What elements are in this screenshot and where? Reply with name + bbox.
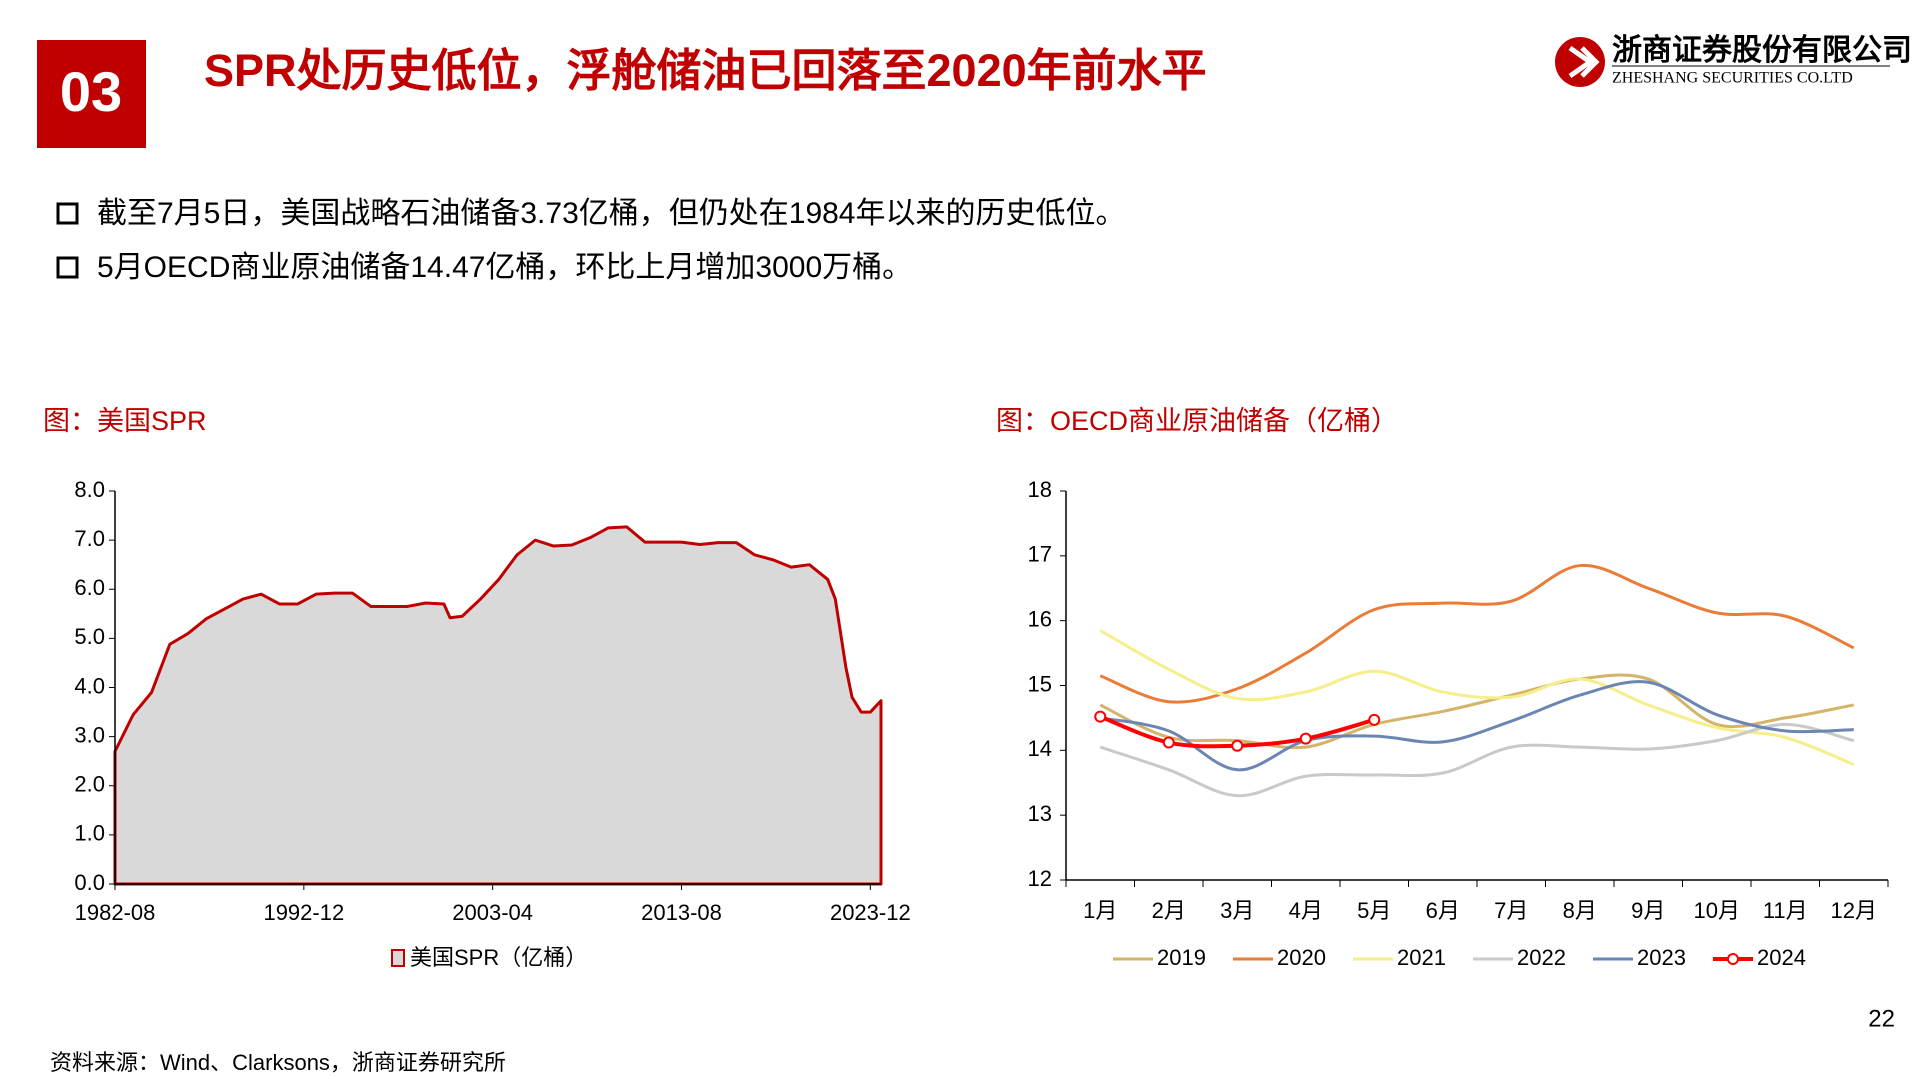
y-tick-label: 18 bbox=[1028, 477, 1052, 502]
source-note: 资料来源：Wind、Clarksons，浙商证券研究所 bbox=[50, 1050, 506, 1075]
legend-label: 2024 bbox=[1757, 945, 1806, 970]
logo-mark bbox=[1568, 45, 1600, 79]
y-tick-label: 5.0 bbox=[74, 624, 105, 649]
x-tick-label: 2013-08 bbox=[641, 900, 722, 925]
series-marker bbox=[1162, 736, 1175, 749]
y-tick-label: 17 bbox=[1028, 542, 1052, 567]
section-number: 03 bbox=[60, 60, 122, 123]
x-tick-label: 10月 bbox=[1694, 898, 1740, 923]
y-tick-label: 12 bbox=[1028, 866, 1052, 891]
logo-icon bbox=[1555, 37, 1605, 87]
series-marker bbox=[1094, 710, 1107, 723]
y-tick-label: 1.0 bbox=[74, 821, 105, 846]
y-tick-label: 13 bbox=[1028, 801, 1052, 826]
legend-swatch bbox=[391, 949, 405, 967]
spr-area bbox=[113, 525, 883, 886]
series-marker bbox=[1299, 732, 1312, 745]
slide-title: SPR处历史低位，浮舱储油已回落至2020年前水平 bbox=[204, 45, 1207, 96]
y-tick-label: 3.0 bbox=[74, 722, 105, 747]
y-tick-label: 8.0 bbox=[74, 477, 105, 502]
chart-title: 图：OECD商业原油储备（亿桶） bbox=[996, 406, 1398, 436]
company-name-en: ZHESHANG SECURITIES CO.LTD bbox=[1612, 70, 1853, 87]
y-tick-label: 4.0 bbox=[74, 673, 105, 698]
x-tick-label: 12月 bbox=[1831, 898, 1877, 923]
company-name: 浙商证券股份有限公司 bbox=[1612, 34, 1912, 67]
y-tick-label: 15 bbox=[1028, 671, 1052, 696]
y-tick-label: 7.0 bbox=[74, 526, 105, 551]
y-tick-label: 14 bbox=[1028, 736, 1052, 761]
x-tick-label: 9月 bbox=[1631, 898, 1665, 923]
legend-label: 美国SPR（亿桶） bbox=[410, 945, 587, 970]
x-tick-label: 2023-12 bbox=[830, 900, 911, 925]
y-tick-label: 0.0 bbox=[74, 870, 105, 895]
section-badge bbox=[37, 40, 146, 148]
x-tick-label: 1月 bbox=[1083, 898, 1117, 923]
x-tick-label: 2003-04 bbox=[452, 900, 533, 925]
x-tick-label: 3月 bbox=[1220, 898, 1254, 923]
series-line bbox=[1099, 680, 1854, 772]
legend-label: 2023 bbox=[1637, 945, 1686, 970]
legend-label: 2022 bbox=[1517, 945, 1566, 970]
x-tick-label: 7月 bbox=[1494, 898, 1528, 923]
legend-label: 2020 bbox=[1277, 945, 1326, 970]
x-tick-label: 6月 bbox=[1426, 898, 1460, 923]
x-tick-label: 5月 bbox=[1357, 898, 1391, 923]
series-line bbox=[1099, 673, 1855, 750]
series-marker bbox=[1231, 739, 1244, 752]
bullet-text: 截至7月5日，美国战略石油储备3.73亿桶，但仍处在1984年以来的历史低位。 bbox=[97, 197, 1126, 230]
series-line bbox=[1099, 722, 1855, 798]
legend-label: 2021 bbox=[1397, 945, 1446, 970]
bullet-box bbox=[56, 256, 79, 279]
y-tick-label: 6.0 bbox=[74, 575, 105, 600]
x-tick-label: 1982-08 bbox=[75, 900, 156, 925]
x-tick-label: 2月 bbox=[1152, 898, 1186, 923]
x-tick-label: 8月 bbox=[1563, 898, 1597, 923]
x-tick-label: 11月 bbox=[1763, 898, 1808, 923]
page-number: 22 bbox=[1868, 1005, 1895, 1032]
legend-marker bbox=[1727, 953, 1739, 965]
legend-label: 2019 bbox=[1157, 945, 1206, 970]
series-marker bbox=[1368, 713, 1381, 726]
bullet-box bbox=[56, 202, 79, 225]
x-tick-label: 1992-12 bbox=[263, 900, 344, 925]
series-line bbox=[1099, 629, 1855, 766]
series-line bbox=[1099, 564, 1855, 704]
y-tick-label: 2.0 bbox=[74, 772, 105, 797]
x-tick-label: 4月 bbox=[1289, 898, 1323, 923]
y-tick-label: 16 bbox=[1028, 606, 1052, 631]
bullet-text: 5月OECD商业原油储备14.47亿桶，环比上月增加3000万桶。 bbox=[97, 251, 912, 284]
chart-title: 图：美国SPR bbox=[43, 406, 207, 436]
